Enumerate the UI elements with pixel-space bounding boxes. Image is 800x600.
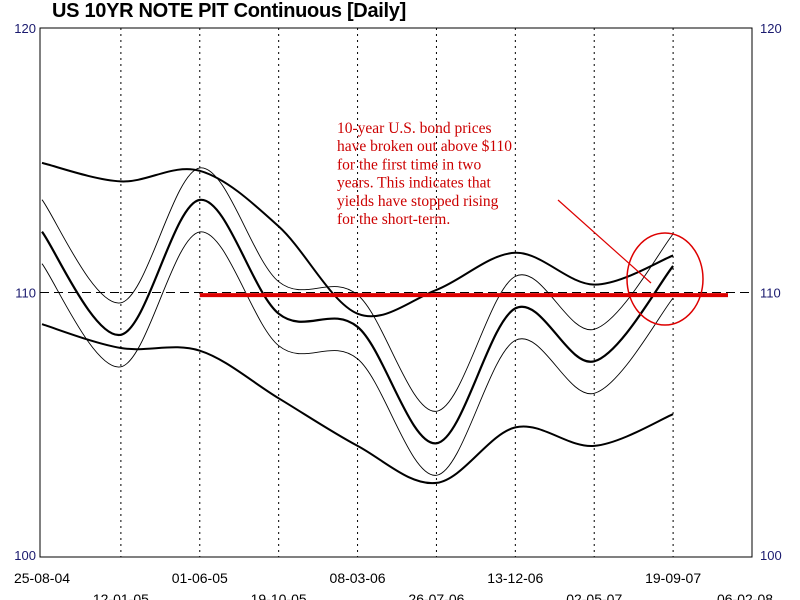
x-tick-label: 01-06-05 [172, 570, 228, 586]
upper-envelope-line [41, 161, 674, 318]
annotation-line: years. This indicates that [337, 175, 492, 192]
inner-lower-band [41, 231, 674, 476]
annotation-line: for the first time in two [337, 156, 481, 173]
y-tick-label-right: 110 [760, 286, 781, 301]
y-tick-label-right: 120 [760, 21, 782, 36]
x-tick-label: 19-09-07 [645, 570, 701, 586]
annotation-line: 10-year U.S. bond prices [337, 120, 492, 137]
y-tick-label-right: 100 [760, 548, 782, 563]
x-tick-label: 06-02-08 [717, 591, 773, 600]
x-tick-label: 19-10-05 [251, 591, 307, 600]
breakout-highlight-circle [626, 232, 704, 326]
x-tick-label: 13-12-06 [487, 570, 543, 586]
annotation-arrow [557, 199, 652, 284]
annotation-line: have broken out above $110 [337, 138, 512, 155]
annotation-text: 10-year U.S. bond prices have broken out … [337, 120, 512, 228]
x-tick-label: 02-05-07 [566, 591, 622, 600]
x-tick-label: 08-03-06 [330, 570, 386, 586]
y-tick-label-left: 100 [14, 548, 36, 563]
x-tick-label: 12-01-05 [93, 591, 149, 600]
price-series-line [41, 198, 674, 445]
lower-envelope-line [41, 323, 674, 484]
annotation-line: yields have stopped rising [337, 193, 499, 210]
annotation-line: for the short-term. [337, 211, 450, 228]
y-tick-label-left: 110 [15, 286, 36, 301]
y-tick-label-left: 120 [14, 21, 36, 36]
x-tick-label: 26-07-06 [408, 591, 464, 600]
x-tick-label: 25-08-04 [14, 570, 70, 586]
chart-title: US 10YR NOTE PIT Continuous [Daily] [52, 0, 406, 22]
